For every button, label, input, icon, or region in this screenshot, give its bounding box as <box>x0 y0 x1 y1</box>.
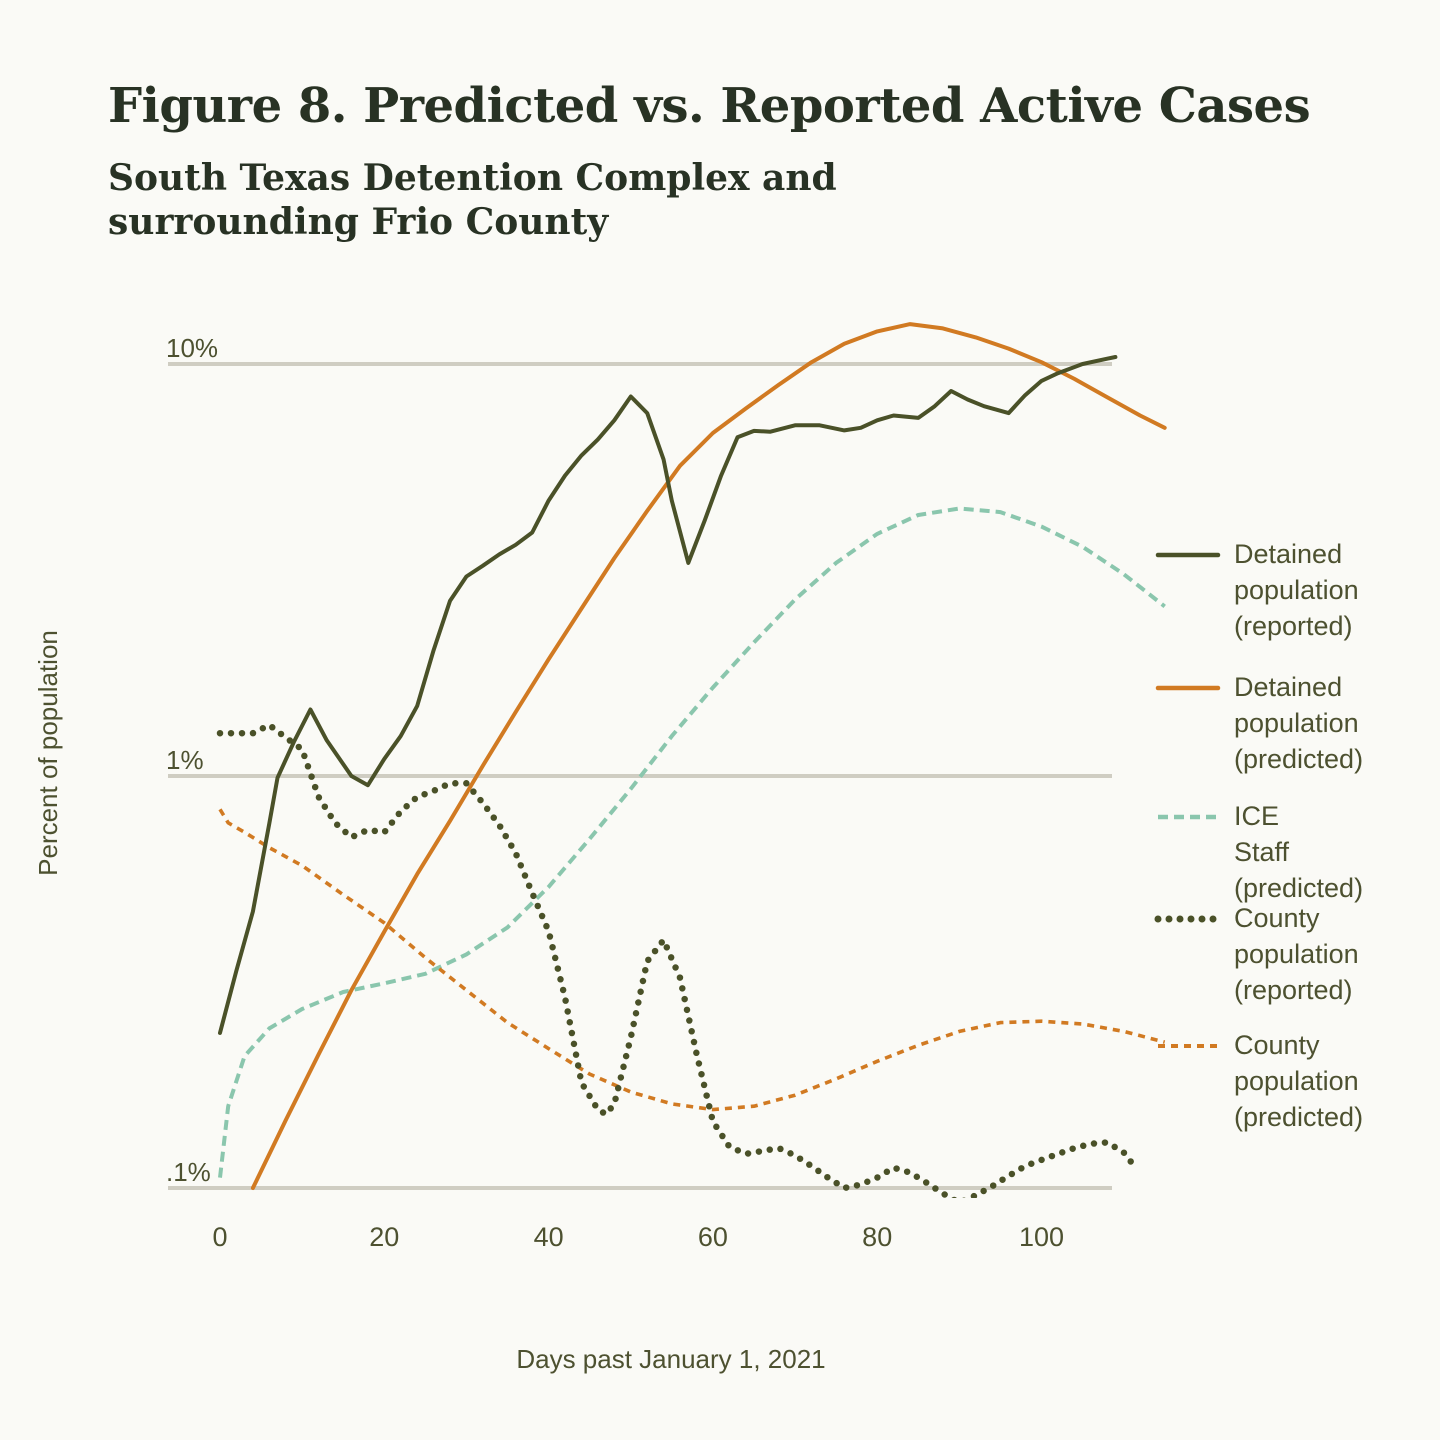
x-tick-label: 20 <box>369 1222 399 1252</box>
series-line-county-population-reported <box>216 721 1136 1198</box>
y-axis-label: Percent of population <box>33 630 63 876</box>
series-line-detained-population-reported <box>218 355 1118 1035</box>
legend-label-detained-population-predicted: Detained population (predicted) <box>1234 672 1363 774</box>
x-tick-label: 80 <box>862 1222 892 1252</box>
legend-label-ice-staff-predicted: ICE Staff (predicted) <box>1234 801 1363 903</box>
x-tick-label: 0 <box>212 1222 227 1252</box>
series-line-ice-staff-predicted <box>218 506 1166 1178</box>
legend: Detained population (reported) Detained popu… <box>1154 539 1363 1132</box>
chart-subtitle: South Texas Detention Complex and surrou… <box>108 157 837 243</box>
legend-label-county-population-reported: County population (reported) <box>1234 903 1359 1005</box>
x-tick-label: 60 <box>698 1222 728 1252</box>
y-tick-label: 10% <box>166 333 218 363</box>
chart-title: Figure 8. Predicted vs. Reported Active … <box>108 78 1311 134</box>
series-lines <box>216 322 1167 1198</box>
series-line-county-population-predicted <box>218 808 1166 1112</box>
series-line-detained-population-predicted <box>250 322 1167 1190</box>
y-tick-labels: 10% 1% .1% <box>166 333 218 1187</box>
legend-label-county-population-predicted: County population (predicted) <box>1234 1030 1363 1132</box>
y-tick-label: .1% <box>166 1157 211 1187</box>
x-axis-label: Days past January 1, 2021 <box>516 1344 825 1374</box>
legend-label-detained-population-reported: Detained population (reported) <box>1234 539 1359 641</box>
x-tick-label: 40 <box>534 1222 564 1252</box>
x-tick-label: 100 <box>1019 1222 1064 1252</box>
y-tick-label: 1% <box>166 745 204 775</box>
x-tick-labels: 0 20 40 60 80 100 <box>212 1222 1064 1252</box>
